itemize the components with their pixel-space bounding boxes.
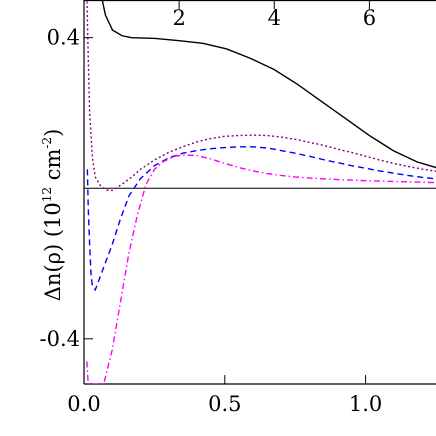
top-tick-label: 6 — [363, 6, 376, 30]
series-line-dashdot — [86, 154, 436, 384]
top-tick-label: 2 — [172, 6, 185, 30]
x-tick-label: 0.0 — [67, 392, 100, 416]
y-tick-label: -0.4 — [40, 327, 81, 351]
series-line-solid — [101, 0, 436, 169]
series-group — [86, 0, 436, 384]
tick-labels-group: 0.0 0.5 1.0 2 4 6 0.4 -0.4 — [40, 6, 383, 416]
y-axis-label-end: ) — [41, 129, 65, 137]
y-tick-label: 0.4 — [47, 26, 80, 50]
ticks-group — [83, 0, 370, 384]
series-line-dotted — [86, 0, 436, 192]
y-axis-label-base: Δn(ρ) (10 — [41, 202, 65, 301]
y-axis-label: Δn(ρ) (1012 cm-2) — [40, 129, 65, 302]
y-axis-label-exponent2: -2 — [40, 137, 54, 149]
x-tick-label: 0.5 — [208, 392, 241, 416]
series-line-dashed — [86, 146, 436, 292]
plot-frame — [83, 0, 436, 385]
top-tick-label: 4 — [268, 6, 281, 30]
x-tick-label: 1.0 — [349, 392, 382, 416]
y-axis-label-exponent: 12 — [40, 187, 54, 202]
y-axis-label-middle: cm — [41, 149, 65, 187]
